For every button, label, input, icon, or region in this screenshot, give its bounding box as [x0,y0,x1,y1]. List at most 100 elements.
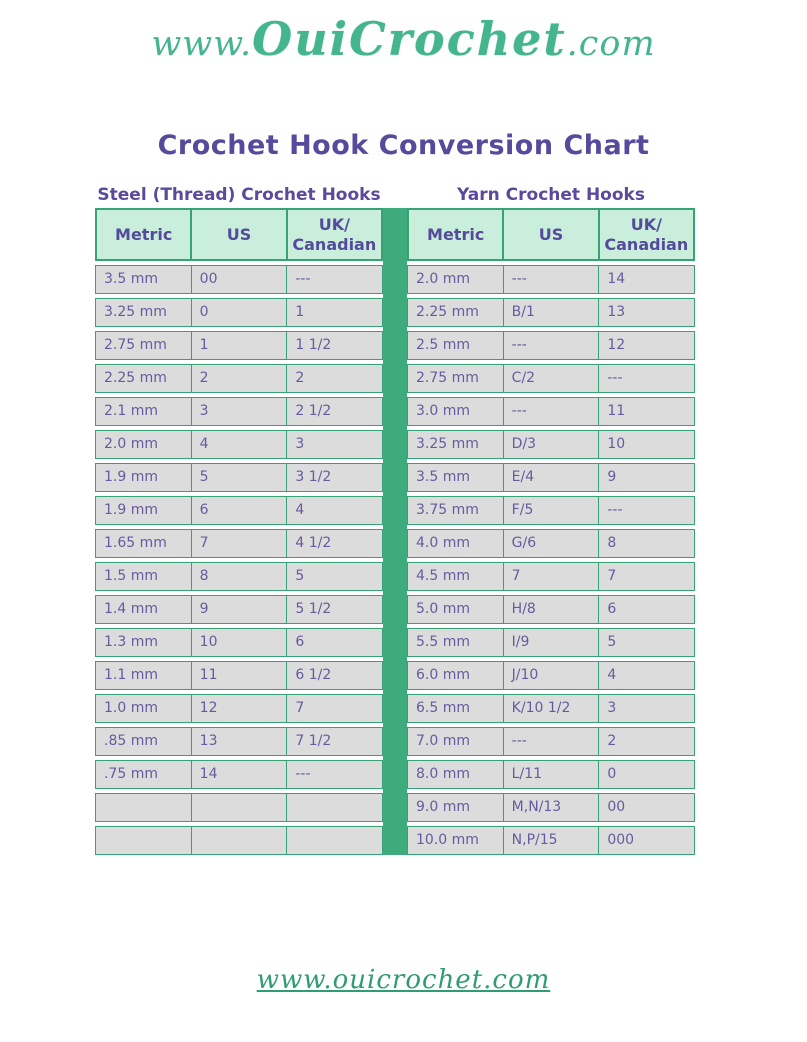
table-row: 2.0 mm --- 14 [407,265,695,294]
table-row: 3.25 mm 0 1 [95,298,383,327]
table-cell: 9 [598,464,694,491]
heading-spacer [383,185,407,205]
table-row: .85 mm 13 7 1/2 [95,727,383,756]
table-cell: 7 [598,563,694,590]
table-cell: 5 1/2 [286,596,382,623]
table-cell: 7 [502,563,599,590]
table-cell: .75 mm [104,766,158,782]
table-cell: 1.9 mm [104,469,158,485]
table-cell: 2.5 mm [416,337,470,353]
table-cell: L/11 [502,761,599,788]
table-row: 2.25 mm 2 2 [95,364,383,393]
footer-site-link[interactable]: www.ouicrochet.com [256,965,551,995]
table-header-row: Metric US UK/ Canadian [407,208,695,261]
table-cell: 7 1/2 [286,728,382,755]
table-cell: 1.9 mm [104,502,158,518]
table-cell: H/8 [502,596,599,623]
page-title: Crochet Hook Conversion Chart [157,130,650,161]
table-cell: 9.0 mm [416,799,470,815]
table-cell: 8 [190,563,287,590]
logo-suffix: .com [566,24,656,64]
table-cell: 2.0 mm [416,271,470,287]
table-cell: 3.5 mm [104,271,158,287]
table-cell: 1.4 mm [104,601,158,617]
table-cell: 7 [286,695,382,722]
table-cell: 6 [598,596,694,623]
yarn-table-heading: Yarn Crochet Hooks [457,185,645,205]
table-cell: 3.5 mm [416,469,470,485]
table-cell: K/10 1/2 [502,695,599,722]
table-row [95,793,383,822]
table-cell: 00 [190,266,287,293]
table-cell: 3.75 mm [416,502,479,518]
table-cell: 2.75 mm [104,337,167,353]
table-row: 6.0 mm J/10 4 [407,661,695,690]
table-cell: --- [598,365,694,392]
steel-table-heading: Steel (Thread) Crochet Hooks [97,185,381,205]
column-header-cell: US [190,210,285,259]
table-cell: 1.3 mm [104,634,158,650]
footer: www.ouicrochet.com [0,965,807,995]
table-cell: 2.1 mm [104,403,158,419]
table-cell: 2.75 mm [416,370,479,386]
table-row: 8.0 mm L/11 0 [407,760,695,789]
table-row: 2.1 mm 3 2 1/2 [95,397,383,426]
table-cell: 5 [598,629,694,656]
table-cell: 4.0 mm [416,535,470,551]
table-cell: 5 [286,563,382,590]
table-cell: 6.5 mm [416,700,470,716]
table-cell: 3 1/2 [286,464,382,491]
column-header-cell: Metric [115,224,173,244]
table-row: 7.0 mm --- 2 [407,727,695,756]
table-cell: M,N/13 [502,794,599,821]
table-cell: 5.0 mm [416,601,470,617]
table-cell: 10 [190,629,287,656]
table-row: 2.5 mm --- 12 [407,331,695,360]
table-cell: 7.0 mm [416,733,470,749]
table-cell: 14 [190,761,287,788]
column-header-cell: UK/ Canadian [285,210,381,259]
table-cell: 000 [598,827,694,854]
table-cell: 6.0 mm [416,667,470,683]
table-cell: 4 [190,431,287,458]
table-row: 3.5 mm 00 --- [95,265,383,294]
table-cell: J/10 [502,662,599,689]
table-row: 1.4 mm 9 5 1/2 [95,595,383,624]
table-cell: 2.25 mm [104,370,167,386]
table-row: 2.75 mm 1 1 1/2 [95,331,383,360]
table-cell [190,794,287,821]
table-row: 3.25 mm D/3 10 [407,430,695,459]
table-cell [96,827,191,854]
table-cell: 13 [598,299,694,326]
table-cell: 11 [598,398,694,425]
yarn-hooks-table: Metric US UK/ Canadian 2.0 mm --- 14 2.25 mm B/… [407,208,695,855]
table-row: .75 mm 14 --- [95,760,383,789]
table-row: 3.75 mm F/5 --- [407,496,695,525]
table-cell: --- [598,497,694,524]
table-cell: 4 [286,497,382,524]
steel-hooks-table: Metric US UK/ Canadian 3.5 mm 00 --- 3.25 mm 0 1… [95,208,383,855]
table-cell: 3 [286,431,382,458]
table-cell: --- [502,728,599,755]
table-cell: B/1 [502,299,599,326]
table-cell: N,P/15 [502,827,599,854]
table-cell: 5.5 mm [416,634,470,650]
table-cell: 4 [598,662,694,689]
table-cell: 11 [190,662,287,689]
table-row: 2.75 mm C/2 --- [407,364,695,393]
table-cell: 9 [190,596,287,623]
table-row: 6.5 mm K/10 1/2 3 [407,694,695,723]
table-cell: 13 [190,728,287,755]
table-cell: 14 [598,266,694,293]
table-cell: 12 [190,695,287,722]
table-row: 1.0 mm 12 7 [95,694,383,723]
table-divider [383,208,407,855]
table-cell: G/6 [502,530,599,557]
logo-brand: OuiCrochet [252,12,567,66]
logo-prefix: www. [151,24,253,64]
table-row: 1.9 mm 5 3 1/2 [95,463,383,492]
table-cell: 0 [598,761,694,788]
table-row [95,826,383,855]
table-cell: 1.65 mm [104,535,167,551]
